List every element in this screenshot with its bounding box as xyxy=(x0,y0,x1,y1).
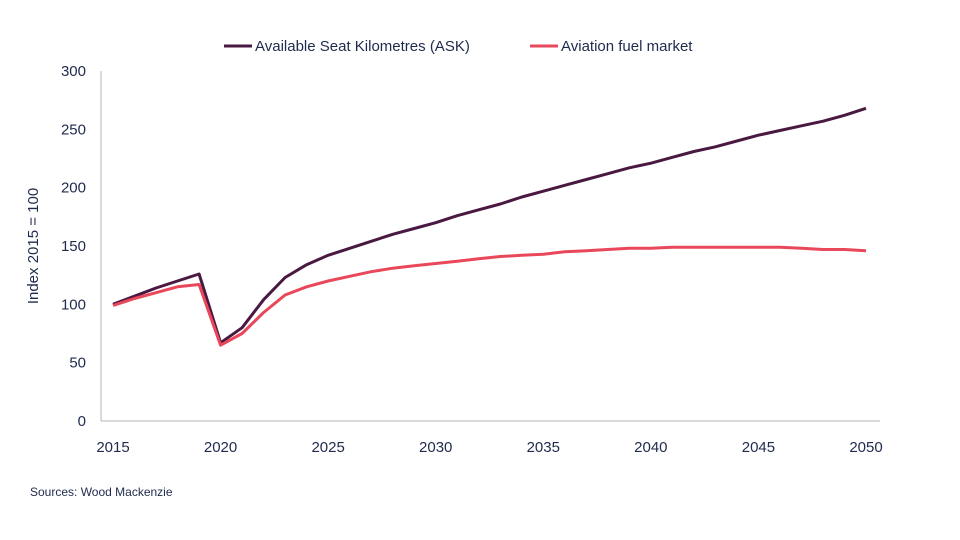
series-line-0 xyxy=(112,106,867,345)
legend: Available Seat Kilometres (ASK) Aviation… xyxy=(224,38,693,55)
x-tick-label: 2050 xyxy=(849,439,882,456)
y-tick-label: 250 xyxy=(61,121,86,138)
x-tick-label: 2035 xyxy=(527,439,560,456)
legend-label-ask: Available Seat Kilometres (ASK) xyxy=(255,38,470,55)
source-note: Sources: Wood Mackenzie xyxy=(30,485,173,499)
x-tick-label: 2025 xyxy=(311,439,344,456)
y-tick-label: 150 xyxy=(61,238,86,255)
x-tick-label: 2045 xyxy=(742,439,775,456)
y-tick-label: 300 xyxy=(61,63,86,80)
x-tick-label: 2015 xyxy=(96,439,129,456)
series-line-1 xyxy=(112,245,867,347)
y-tick-label: 100 xyxy=(61,296,86,313)
y-tick-label: 50 xyxy=(69,355,86,372)
y-axis-label: Index 2015 = 100 xyxy=(25,188,42,304)
x-tick-label: 2020 xyxy=(204,439,237,456)
x-tick-label: 2040 xyxy=(634,439,667,456)
legend-label-fuel: Aviation fuel market xyxy=(561,38,693,55)
y-tick-label: 200 xyxy=(61,180,86,197)
x-tick-label: 2030 xyxy=(419,439,452,456)
y-tick-label: 0 xyxy=(78,413,86,430)
